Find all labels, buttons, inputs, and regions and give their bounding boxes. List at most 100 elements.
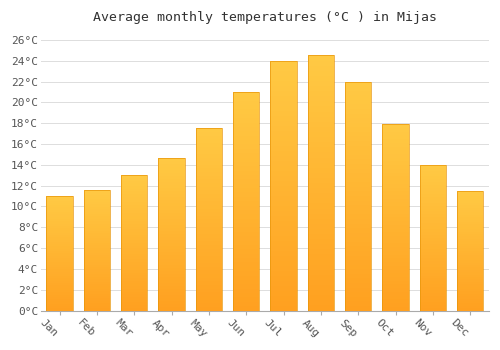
Bar	[457, 267, 483, 270]
Bar	[84, 209, 110, 211]
Bar	[308, 61, 334, 66]
Bar	[158, 256, 184, 259]
Bar	[233, 262, 260, 267]
Bar	[121, 218, 148, 221]
Bar	[345, 159, 372, 164]
Bar	[196, 194, 222, 198]
Bar	[382, 303, 408, 307]
Bar	[121, 235, 148, 237]
Bar	[46, 208, 72, 210]
Bar	[308, 163, 334, 168]
Bar	[308, 137, 334, 142]
Bar	[420, 214, 446, 217]
Bar	[46, 308, 72, 310]
Bar	[84, 207, 110, 209]
Bar	[308, 55, 334, 61]
Bar	[233, 136, 260, 140]
Bar	[308, 147, 334, 152]
Bar	[196, 147, 222, 150]
Bar	[382, 165, 408, 169]
Bar	[84, 199, 110, 202]
Bar	[158, 176, 184, 179]
Bar	[457, 193, 483, 196]
Bar	[121, 175, 148, 310]
Bar	[270, 166, 296, 170]
Bar	[457, 191, 483, 310]
Bar	[420, 176, 446, 179]
Bar	[121, 216, 148, 218]
Bar	[270, 196, 296, 201]
Bar	[158, 243, 184, 246]
Bar	[345, 251, 372, 256]
Bar	[233, 166, 260, 170]
Bar	[382, 244, 408, 247]
Bar	[382, 217, 408, 221]
Bar	[121, 267, 148, 270]
Bar	[46, 221, 72, 224]
Bar	[382, 191, 408, 195]
Bar	[457, 203, 483, 205]
Bar	[84, 229, 110, 231]
Bar	[457, 260, 483, 262]
Bar	[233, 223, 260, 228]
Bar	[46, 272, 72, 274]
Bar	[420, 281, 446, 284]
Bar	[84, 262, 110, 265]
Bar	[345, 187, 372, 191]
Bar	[382, 296, 408, 299]
Bar	[121, 246, 148, 248]
Bar	[233, 201, 260, 205]
Bar	[46, 274, 72, 276]
Bar	[84, 255, 110, 257]
Bar	[233, 131, 260, 136]
Bar	[457, 215, 483, 217]
Bar	[270, 80, 296, 86]
Bar	[84, 281, 110, 284]
Bar	[158, 210, 184, 212]
Bar	[84, 284, 110, 286]
Bar	[196, 158, 222, 161]
Bar	[121, 308, 148, 310]
Bar	[46, 258, 72, 260]
Bar	[457, 222, 483, 224]
Bar	[308, 122, 334, 127]
Bar	[46, 219, 72, 221]
Bar	[308, 66, 334, 71]
Bar	[46, 253, 72, 256]
Bar	[457, 196, 483, 198]
Bar	[233, 280, 260, 284]
Bar	[270, 201, 296, 205]
Bar	[46, 242, 72, 244]
Bar	[158, 185, 184, 188]
Bar	[308, 249, 334, 254]
Bar	[457, 306, 483, 308]
Bar	[345, 91, 372, 95]
Bar	[457, 205, 483, 208]
Bar	[270, 216, 296, 220]
Bar	[121, 210, 148, 213]
Bar	[121, 281, 148, 284]
Bar	[233, 110, 260, 114]
Bar	[270, 106, 296, 111]
Bar	[308, 224, 334, 229]
Bar	[270, 101, 296, 106]
Bar	[196, 219, 222, 223]
Bar	[84, 190, 110, 310]
Bar	[121, 275, 148, 278]
Bar	[308, 234, 334, 239]
Bar	[270, 240, 296, 246]
Bar	[196, 281, 222, 285]
Bar	[84, 277, 110, 279]
Bar	[420, 220, 446, 223]
Bar	[84, 260, 110, 262]
Bar	[457, 219, 483, 222]
Bar	[84, 289, 110, 291]
Bar	[196, 263, 222, 267]
Bar	[308, 188, 334, 193]
Bar	[382, 206, 408, 210]
Bar	[308, 260, 334, 265]
Bar	[196, 128, 222, 310]
Bar	[345, 210, 372, 214]
Bar	[46, 290, 72, 292]
Bar	[46, 230, 72, 233]
